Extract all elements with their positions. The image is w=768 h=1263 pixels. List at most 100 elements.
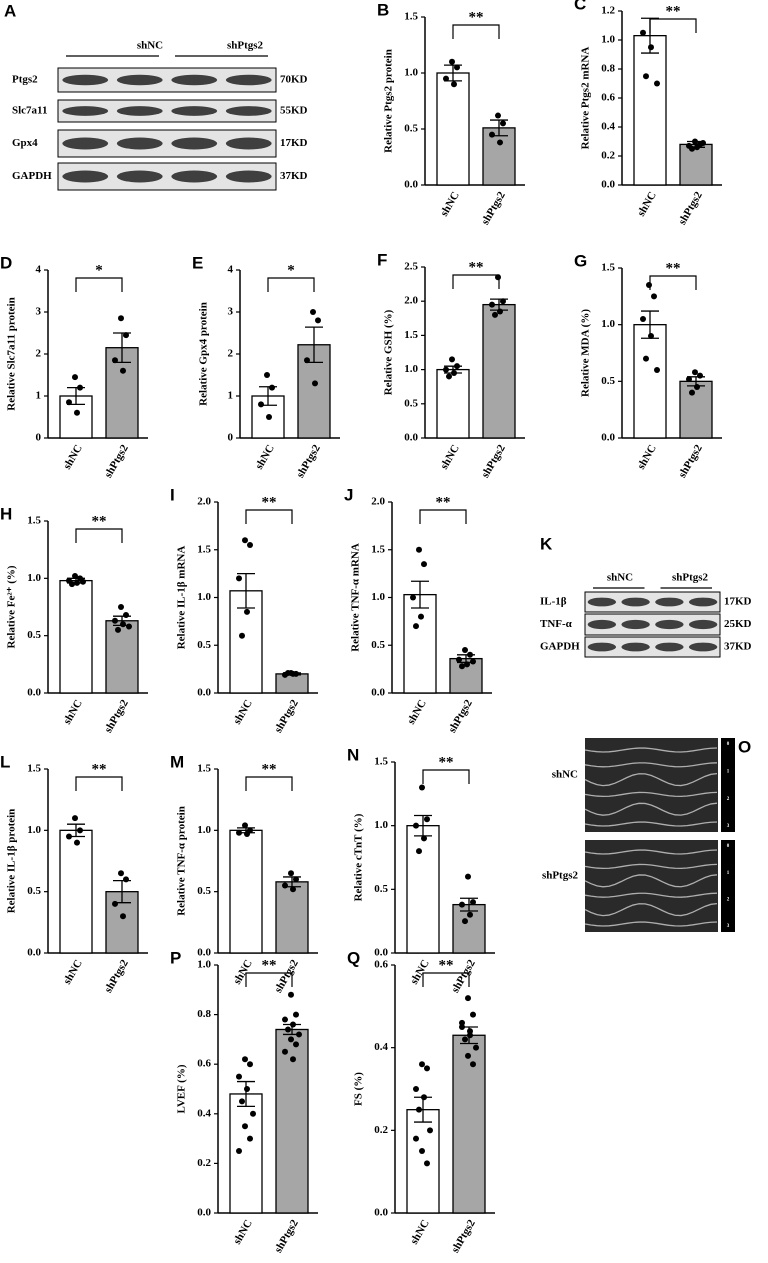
x-tick-label: shPtgs2 xyxy=(479,189,508,227)
y-tick-label: 0.4 xyxy=(601,121,615,133)
data-point xyxy=(427,1127,433,1134)
data-point xyxy=(282,1048,288,1055)
data-point xyxy=(244,831,250,838)
significance-label: ** xyxy=(439,754,454,770)
y-tick-label: 0.0 xyxy=(27,687,41,699)
significance-label: ** xyxy=(92,761,107,777)
blot-group-label: shNC xyxy=(607,572,633,584)
y-tick-label: 3 xyxy=(36,306,42,318)
y-axis-label: Relative MDA (%) xyxy=(580,309,592,397)
y-tick-label: 0.5 xyxy=(404,123,418,135)
y-tick-label: 0.5 xyxy=(371,639,385,651)
data-point xyxy=(244,1086,250,1092)
blot-row-label: TNF-α xyxy=(540,618,573,630)
data-point xyxy=(413,1086,419,1092)
y-tick-label: 2.0 xyxy=(197,496,211,508)
x-tick-label: shPtgs2 xyxy=(676,189,705,227)
bar xyxy=(229,1093,263,1214)
x-tick-label: shPtgs2 xyxy=(676,442,705,480)
y-tick-label: 3 xyxy=(228,306,234,318)
data-point xyxy=(454,363,460,370)
significance-bracket xyxy=(422,769,470,784)
significance-label: ** xyxy=(666,260,681,276)
bar xyxy=(403,593,437,694)
data-point xyxy=(470,1011,476,1018)
y-tick-label: 2 xyxy=(36,348,42,360)
x-tick-label: shPtgs2 xyxy=(449,1217,478,1255)
echo-scale-label: 3 xyxy=(727,924,730,929)
significance-bracket xyxy=(649,18,697,33)
data-point xyxy=(416,1106,422,1113)
data-point xyxy=(497,308,503,315)
y-tick-label: 2.0 xyxy=(404,295,418,307)
data-point xyxy=(446,373,452,380)
data-point xyxy=(424,816,430,823)
blot-group-label: shNC xyxy=(137,40,163,52)
bar xyxy=(482,303,516,439)
blot-band xyxy=(587,642,617,652)
panel-letter: J xyxy=(344,485,353,504)
blot-band xyxy=(621,619,650,630)
significance-label: ** xyxy=(436,494,451,510)
data-point xyxy=(293,1011,299,1018)
data-point xyxy=(258,401,264,408)
significance-bracket xyxy=(422,972,470,987)
x-tick-label: shPtgs2 xyxy=(446,697,475,735)
data-point xyxy=(689,145,695,152)
data-point xyxy=(123,332,129,339)
data-point xyxy=(489,301,495,308)
y-tick-label: 0.2 xyxy=(197,1157,211,1169)
y-tick-label: 1.0 xyxy=(371,591,385,603)
data-point xyxy=(694,144,700,151)
panel-letter: H xyxy=(0,504,12,523)
panel-letter: L xyxy=(0,752,10,771)
bar xyxy=(679,380,713,439)
data-point xyxy=(413,1135,419,1142)
data-point xyxy=(242,537,248,544)
y-tick-label: 2 xyxy=(228,348,234,360)
data-point xyxy=(115,626,121,633)
blot-row-label: IL-1β xyxy=(540,596,567,608)
y-axis-label: Relative IL-1β protein xyxy=(6,809,18,914)
data-point xyxy=(640,316,646,322)
panel-letter: C xyxy=(574,0,586,13)
data-point xyxy=(654,367,660,373)
data-point xyxy=(421,1094,427,1101)
panel-letter: K xyxy=(540,534,553,553)
y-tick-label: 1.0 xyxy=(601,34,615,46)
echo-scale-label: 2 xyxy=(727,897,730,902)
y-axis-label: FS (%) xyxy=(353,1072,365,1106)
y-tick-label: 1.5 xyxy=(197,763,211,775)
data-point xyxy=(465,995,471,1002)
data-point xyxy=(654,80,660,87)
y-tick-label: 1.0 xyxy=(404,67,418,79)
x-tick-label: shNC xyxy=(61,958,85,987)
significance-label: ** xyxy=(262,957,277,973)
y-tick-label: 0.6 xyxy=(197,1058,211,1070)
panel-letter: F xyxy=(377,250,387,269)
blot-band xyxy=(587,619,617,630)
data-point xyxy=(290,1056,296,1063)
x-tick-label: shNC xyxy=(231,958,255,987)
data-point xyxy=(236,575,242,582)
blot-row-label: GAPDH xyxy=(540,641,580,653)
data-point xyxy=(464,661,470,668)
data-point xyxy=(66,399,72,406)
data-point xyxy=(236,1073,242,1080)
data-point xyxy=(247,1061,253,1068)
data-point xyxy=(413,822,419,829)
x-tick-label: shNC xyxy=(405,698,429,727)
data-point xyxy=(686,376,692,383)
blot-band xyxy=(116,170,163,183)
significance-bracket xyxy=(419,509,467,524)
y-tick-label: 1.0 xyxy=(374,819,388,831)
data-point xyxy=(694,384,700,390)
bar xyxy=(406,1109,440,1214)
x-tick-label: shPtgs2 xyxy=(294,442,323,480)
panel-letter: A xyxy=(4,1,16,20)
data-point xyxy=(700,139,706,146)
data-point xyxy=(285,1026,291,1033)
x-tick-label: shPtgs2 xyxy=(272,1217,301,1255)
data-point xyxy=(473,1044,479,1051)
blot-band xyxy=(688,642,718,652)
